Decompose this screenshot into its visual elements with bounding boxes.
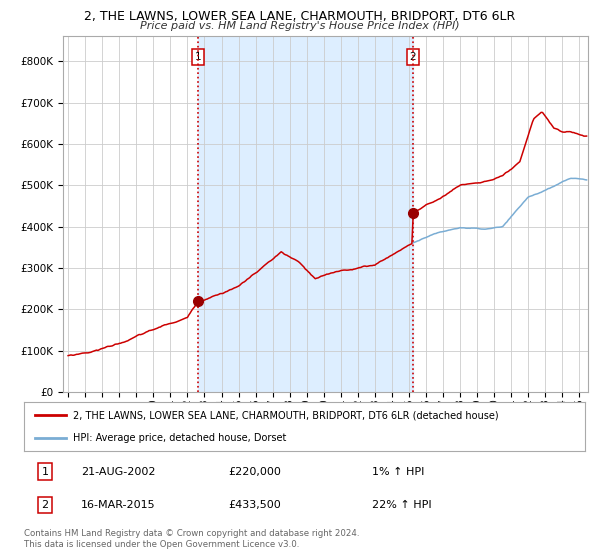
Text: 1: 1 <box>41 466 49 477</box>
Text: Price paid vs. HM Land Registry's House Price Index (HPI): Price paid vs. HM Land Registry's House … <box>140 21 460 31</box>
Text: 16-MAR-2015: 16-MAR-2015 <box>81 500 155 510</box>
Text: 1: 1 <box>195 52 202 62</box>
Text: HPI: Average price, detached house, Dorset: HPI: Average price, detached house, Dors… <box>73 433 287 444</box>
Text: 2: 2 <box>41 500 49 510</box>
Text: £220,000: £220,000 <box>228 466 281 477</box>
Text: 1% ↑ HPI: 1% ↑ HPI <box>372 466 424 477</box>
Text: 21-AUG-2002: 21-AUG-2002 <box>81 466 155 477</box>
Text: £433,500: £433,500 <box>228 500 281 510</box>
Bar <box>199 36 413 392</box>
Text: 2, THE LAWNS, LOWER SEA LANE, CHARMOUTH, BRIDPORT, DT6 6LR (detached house): 2, THE LAWNS, LOWER SEA LANE, CHARMOUTH,… <box>73 410 499 421</box>
Text: 22% ↑ HPI: 22% ↑ HPI <box>372 500 431 510</box>
Text: 2: 2 <box>409 52 416 62</box>
Text: 2, THE LAWNS, LOWER SEA LANE, CHARMOUTH, BRIDPORT, DT6 6LR: 2, THE LAWNS, LOWER SEA LANE, CHARMOUTH,… <box>85 10 515 23</box>
Text: Contains HM Land Registry data © Crown copyright and database right 2024.
This d: Contains HM Land Registry data © Crown c… <box>24 529 359 549</box>
